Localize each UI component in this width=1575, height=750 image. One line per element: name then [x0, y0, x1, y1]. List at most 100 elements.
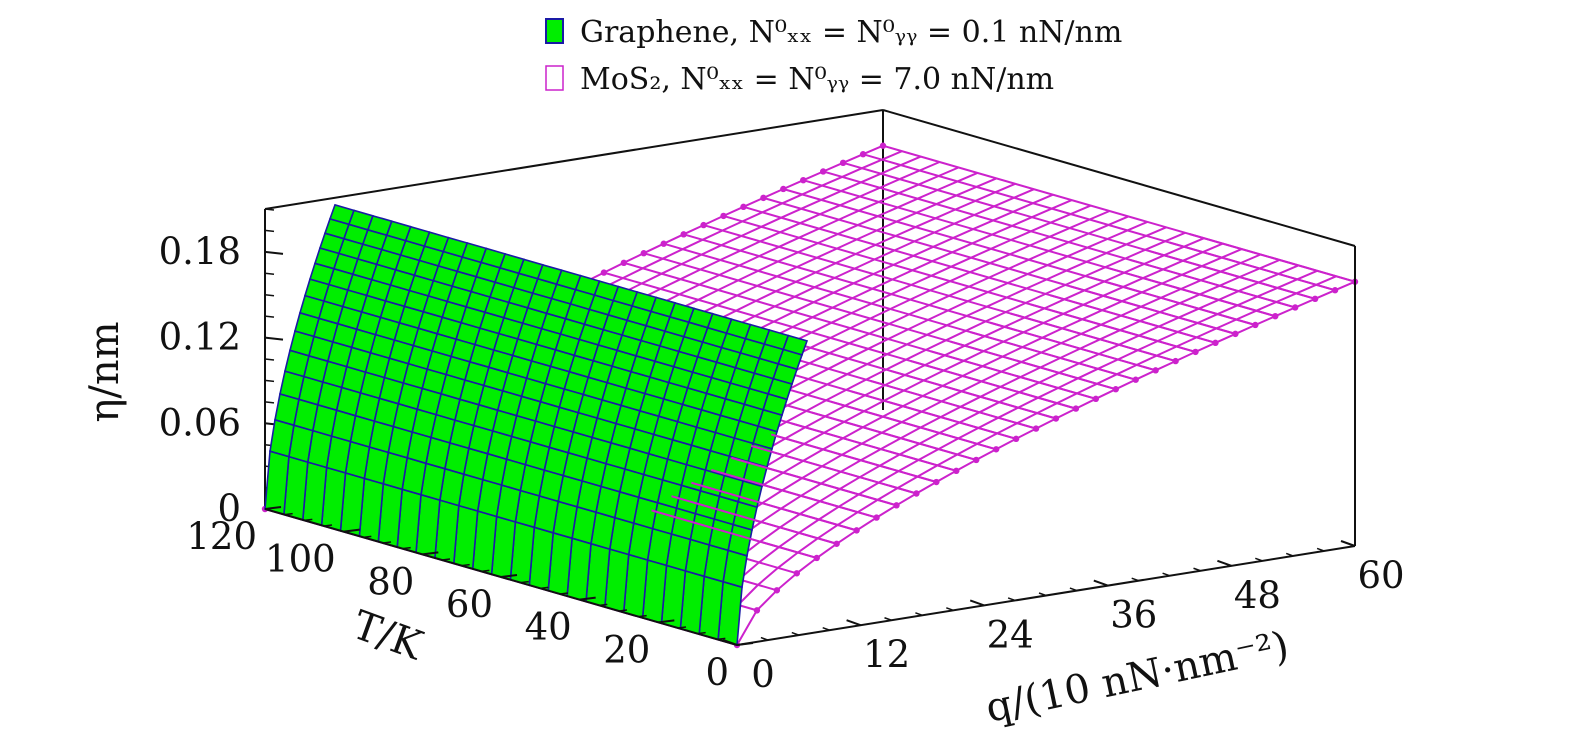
y-tick [500, 574, 518, 578]
z-tick-label: 0.06 [159, 401, 241, 444]
x-tick-label: 0 [751, 653, 775, 696]
mos2-mesh-line [1189, 233, 1356, 283]
y-minor-tick [618, 609, 628, 612]
y-minor-tick [559, 592, 569, 595]
mos2-mesh-line [731, 456, 897, 507]
y-minor-tick [540, 586, 549, 590]
y-tick [736, 642, 754, 646]
x-minor-tick [1069, 587, 1078, 592]
mos2-point [773, 587, 781, 594]
x-tick [1093, 579, 1109, 587]
x-minor-tick [1285, 552, 1294, 557]
mos2-point [720, 212, 727, 220]
z-minor-tick [264, 379, 275, 383]
mos2-mesh-line [691, 481, 857, 532]
x-minor-tick [1007, 597, 1016, 602]
y-minor-tick [481, 569, 490, 573]
x-tick-label: 12 [863, 633, 910, 676]
mos2-mesh-line [711, 469, 877, 519]
x-minor-tick [946, 607, 954, 612]
mos2-mesh-line [1030, 303, 1196, 353]
y-minor-tick [717, 637, 726, 641]
mos2-mesh-line [850, 390, 1017, 440]
y-minor-tick [599, 603, 608, 607]
y-minor-tick [323, 524, 333, 527]
graphene-cell [328, 203, 355, 226]
mos2-mesh-line [770, 433, 937, 483]
mos2-mesh-line [679, 264, 1299, 630]
mos2-point [1331, 287, 1339, 294]
y-minor-tick [304, 518, 313, 522]
graphene-cell [269, 418, 295, 458]
z-tick-label: 0.18 [159, 230, 241, 273]
mos2-mesh-line [870, 380, 1037, 430]
mos2-point [680, 231, 687, 238]
mos2-point [819, 168, 827, 175]
x-minor-tick [1038, 592, 1047, 597]
mos2-point [640, 250, 647, 257]
y-tick-label: 80 [367, 560, 414, 603]
z-axis-title: η/nm [82, 321, 128, 422]
y-tick-label: 100 [265, 538, 336, 581]
mos2-mesh-line [890, 369, 1057, 420]
mos2-point [753, 607, 761, 614]
mos2-mesh-line [698, 269, 1318, 635]
z-minor-tick [264, 401, 275, 404]
mos2-point [793, 570, 801, 577]
x-minor-tick [915, 612, 923, 617]
x-tick-label: 60 [1357, 554, 1404, 597]
mos2-point [839, 159, 847, 167]
mos2-mesh-line [660, 259, 1280, 624]
graphene-surface [264, 203, 809, 647]
box-edge [264, 109, 884, 210]
mos2-mesh-line [1129, 258, 1296, 309]
y-tick-label: 60 [446, 583, 493, 626]
mos2-mesh-line [1049, 294, 1216, 344]
mos2-mesh-line [1149, 250, 1316, 300]
x-minor-tick [884, 617, 892, 621]
x-minor-tick [760, 636, 769, 641]
mos2-mesh-line [736, 280, 1356, 646]
x-tick [1217, 559, 1232, 567]
mos2-point [1172, 357, 1179, 365]
mos2-surface-front [651, 233, 1356, 559]
mos2-mesh-line [950, 340, 1117, 391]
mos2-point [1072, 405, 1080, 412]
mos2-point [859, 151, 867, 158]
y-tick [422, 551, 439, 556]
mos2-point [760, 194, 767, 202]
x-axis: 0 12 24 36 48 60 [722, 540, 1405, 696]
mos2-point [1252, 321, 1259, 329]
graphene-cell [264, 450, 290, 516]
legend-swatch-graphene [545, 18, 564, 44]
mos2-point [740, 203, 747, 211]
mos2-point [800, 176, 807, 184]
mos2-point [1152, 367, 1159, 374]
mos2-mesh-line [810, 411, 977, 461]
y-tick-label: 20 [603, 628, 650, 671]
y-tick [264, 506, 282, 510]
mos2-mesh-line [930, 350, 1097, 400]
x-minor-tick [1162, 572, 1170, 577]
y-tick [658, 619, 675, 624]
z-minor-tick [264, 358, 275, 361]
y-minor-tick [638, 614, 647, 618]
x-tick [969, 599, 985, 607]
x-minor-tick [1193, 567, 1201, 572]
mos2-mesh-line [790, 422, 957, 472]
mos2-point [780, 185, 787, 193]
z-minor-tick [264, 229, 275, 233]
mos2-point [700, 221, 707, 229]
x-tick [722, 639, 738, 646]
mos2-point [1311, 295, 1319, 303]
mos2-mesh-line [671, 495, 837, 545]
mos2-mesh-line [1010, 312, 1176, 363]
mos2-mesh-line [1169, 241, 1336, 292]
mos2-mesh-line [830, 400, 997, 451]
y-minor-tick [402, 546, 411, 550]
mos2-mesh-line [910, 360, 1077, 410]
legend-swatch-mos2 [545, 65, 564, 91]
y-tick-label: 120 [186, 515, 257, 558]
